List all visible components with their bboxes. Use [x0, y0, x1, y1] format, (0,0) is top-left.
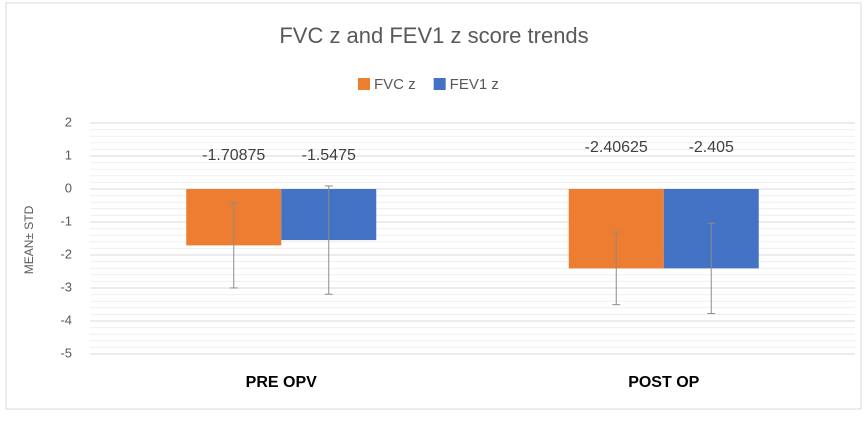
legend-label: FVC z: [374, 76, 416, 93]
y-axis-label: MEAN± STD: [22, 205, 36, 274]
y-tick-label: 2: [65, 114, 72, 129]
data-label: -2.405: [689, 139, 734, 156]
y-tick-label: -5: [60, 345, 72, 360]
chart-title: FVC z and FEV1 z score trends: [279, 23, 588, 48]
y-tick-label: -4: [60, 312, 72, 327]
y-tick-label: -2: [60, 246, 72, 261]
x-tick-label: PRE OPV: [246, 374, 317, 391]
data-label: -1.70875: [202, 147, 265, 164]
data-label: -1.5475: [302, 147, 356, 164]
legend-swatch: [433, 78, 446, 90]
x-tick-label: POST OP: [628, 374, 699, 391]
data-label: -2.40625: [585, 139, 648, 156]
y-tick-label: 1: [65, 147, 72, 162]
y-tick-label: 0: [65, 180, 72, 195]
legend-swatch: [358, 78, 370, 90]
y-tick-label: -1: [60, 213, 72, 228]
y-tick-label: -3: [60, 279, 72, 294]
legend-label: FEV1 z: [450, 76, 499, 93]
